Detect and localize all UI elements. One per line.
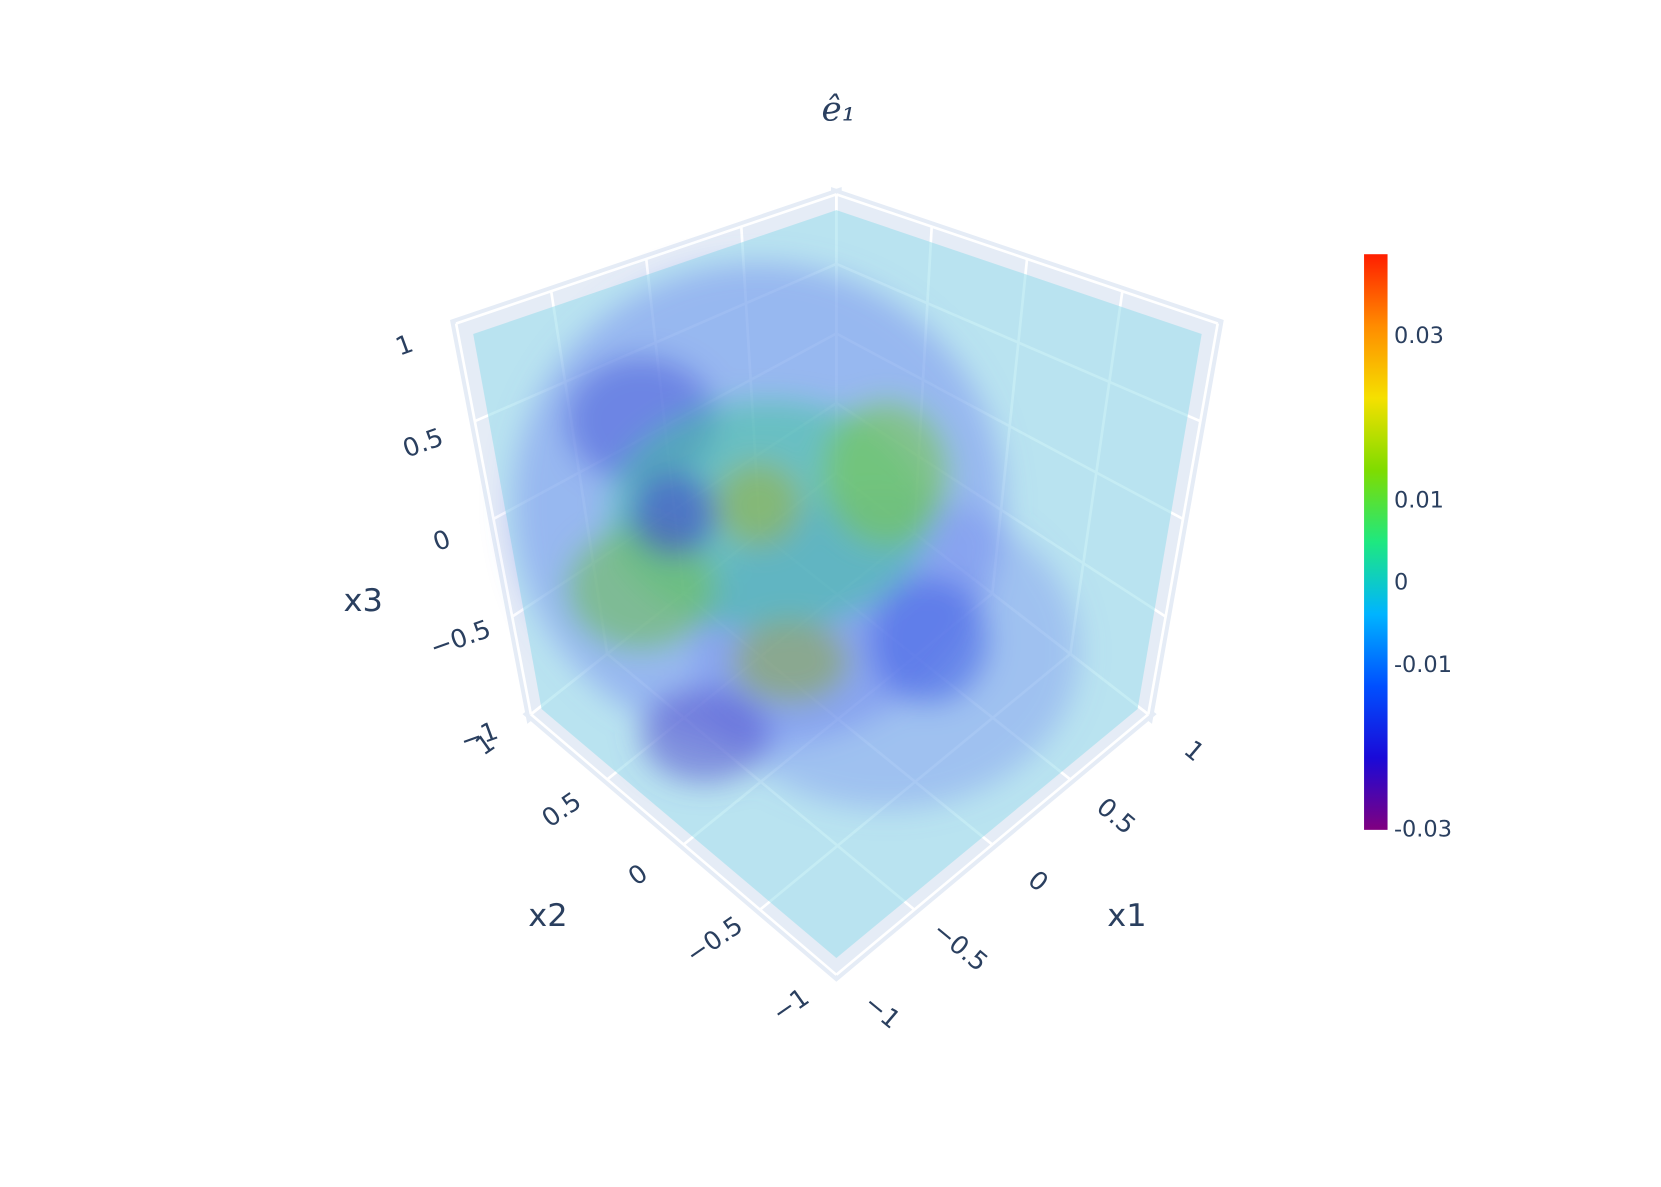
blob (870, 577, 989, 704)
y-tick-label: 0 (622, 858, 653, 892)
y-tick-label: −0.5 (680, 910, 748, 969)
y-tick-label: 0.5 (536, 786, 587, 833)
volume-blobs (512, 262, 1079, 809)
blob (822, 399, 951, 547)
y-axis-title: x2 (528, 898, 567, 934)
blob (731, 619, 850, 704)
blob (715, 462, 802, 547)
blob (640, 688, 770, 783)
y-tick-label: −1 (766, 982, 814, 1028)
x-tick-label: −0.5 (927, 915, 994, 977)
blob (566, 525, 716, 652)
z-tick-label: 1 (391, 328, 417, 361)
x-tick-label: 0 (1023, 864, 1055, 897)
z-tick-label: 0 (429, 523, 455, 556)
grid-line (835, 193, 1219, 325)
colorbar-tick-label: 0.03 (1394, 323, 1444, 349)
grid-line (455, 193, 837, 325)
x-tick-label: −1 (858, 988, 906, 1035)
z-tick-label: −0.5 (426, 613, 495, 662)
grid-line (835, 713, 1150, 976)
colorbar-tick-label: 0.01 (1394, 488, 1444, 514)
colorbar-tick-label: -0.01 (1394, 652, 1452, 678)
chart-title: ê₁ (822, 90, 856, 129)
volume (473, 210, 1202, 959)
x-tick-label: 0.5 (1091, 791, 1142, 840)
z-tick-label: 0.5 (399, 422, 448, 464)
colorbar-tick-label: -0.03 (1394, 816, 1452, 842)
x-axis-title: x1 (1107, 898, 1146, 934)
colorbar (1364, 254, 1388, 830)
x-tick-label: 1 (1178, 734, 1210, 767)
colorbar-tick-label: 0 (1394, 570, 1408, 596)
z-axis-title: x3 (344, 583, 383, 619)
blob (630, 472, 716, 557)
